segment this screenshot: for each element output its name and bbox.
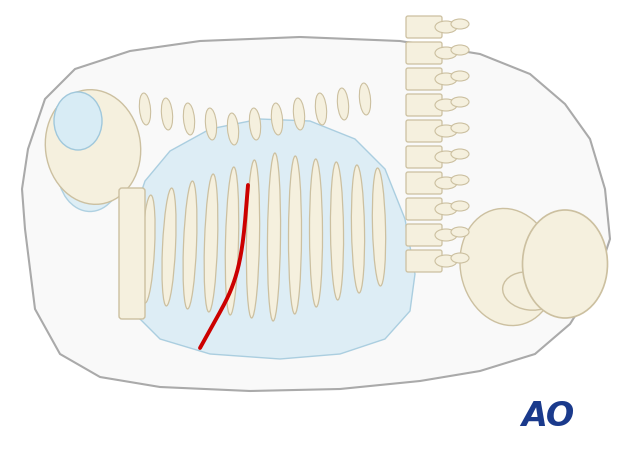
Ellipse shape bbox=[451, 149, 469, 159]
Ellipse shape bbox=[45, 90, 141, 204]
Ellipse shape bbox=[161, 98, 172, 130]
Ellipse shape bbox=[451, 253, 469, 263]
Ellipse shape bbox=[352, 165, 365, 293]
Ellipse shape bbox=[228, 113, 239, 145]
FancyBboxPatch shape bbox=[406, 68, 442, 90]
FancyBboxPatch shape bbox=[406, 146, 442, 168]
Ellipse shape bbox=[140, 93, 151, 125]
FancyBboxPatch shape bbox=[406, 120, 442, 142]
Ellipse shape bbox=[249, 108, 260, 140]
Ellipse shape bbox=[435, 229, 457, 241]
Ellipse shape bbox=[309, 159, 322, 307]
Ellipse shape bbox=[435, 47, 457, 59]
Ellipse shape bbox=[184, 103, 195, 135]
FancyBboxPatch shape bbox=[406, 250, 442, 272]
Ellipse shape bbox=[451, 201, 469, 211]
Ellipse shape bbox=[435, 21, 457, 33]
Ellipse shape bbox=[435, 151, 457, 163]
Ellipse shape bbox=[293, 98, 304, 130]
Ellipse shape bbox=[183, 181, 197, 309]
FancyBboxPatch shape bbox=[406, 198, 442, 220]
FancyBboxPatch shape bbox=[406, 94, 442, 116]
FancyBboxPatch shape bbox=[406, 224, 442, 246]
Ellipse shape bbox=[451, 227, 469, 237]
Ellipse shape bbox=[373, 168, 386, 286]
Ellipse shape bbox=[460, 208, 556, 325]
Polygon shape bbox=[22, 37, 610, 391]
Ellipse shape bbox=[204, 174, 218, 312]
Ellipse shape bbox=[58, 127, 123, 212]
Ellipse shape bbox=[316, 93, 327, 125]
Ellipse shape bbox=[272, 103, 283, 135]
Ellipse shape bbox=[337, 88, 348, 120]
FancyBboxPatch shape bbox=[406, 172, 442, 194]
Ellipse shape bbox=[451, 19, 469, 29]
Ellipse shape bbox=[503, 272, 557, 310]
FancyBboxPatch shape bbox=[119, 188, 145, 319]
Ellipse shape bbox=[451, 123, 469, 133]
Ellipse shape bbox=[330, 162, 343, 300]
Ellipse shape bbox=[451, 45, 469, 55]
Ellipse shape bbox=[435, 255, 457, 267]
Ellipse shape bbox=[141, 195, 155, 303]
Ellipse shape bbox=[288, 156, 301, 314]
Ellipse shape bbox=[435, 177, 457, 189]
FancyBboxPatch shape bbox=[406, 16, 442, 38]
Ellipse shape bbox=[360, 83, 371, 115]
Ellipse shape bbox=[451, 71, 469, 81]
Text: AO: AO bbox=[521, 401, 575, 433]
Ellipse shape bbox=[451, 175, 469, 185]
Ellipse shape bbox=[435, 99, 457, 111]
Ellipse shape bbox=[162, 188, 176, 306]
Ellipse shape bbox=[267, 153, 281, 321]
Ellipse shape bbox=[435, 73, 457, 85]
Ellipse shape bbox=[205, 108, 216, 140]
Ellipse shape bbox=[451, 97, 469, 107]
Ellipse shape bbox=[54, 92, 102, 150]
Ellipse shape bbox=[523, 210, 608, 318]
FancyBboxPatch shape bbox=[406, 42, 442, 64]
Ellipse shape bbox=[435, 125, 457, 137]
Ellipse shape bbox=[225, 167, 239, 315]
Polygon shape bbox=[130, 119, 415, 359]
Ellipse shape bbox=[435, 203, 457, 215]
Ellipse shape bbox=[246, 160, 260, 318]
